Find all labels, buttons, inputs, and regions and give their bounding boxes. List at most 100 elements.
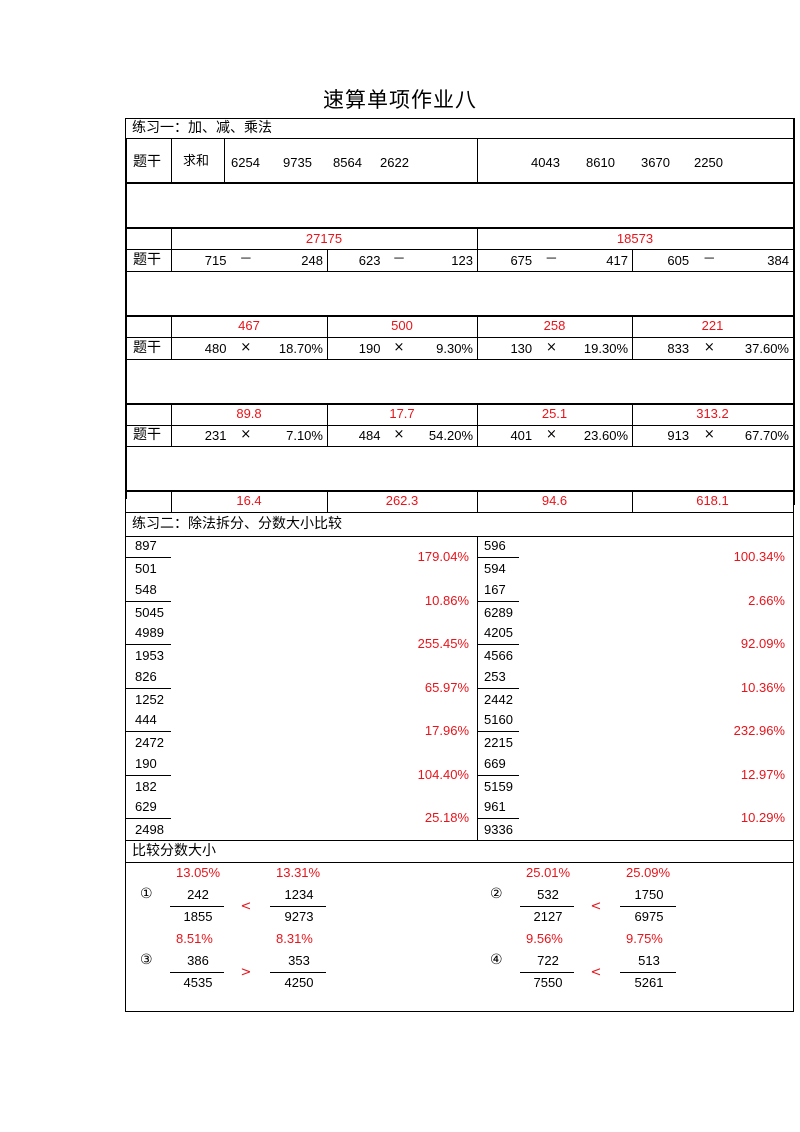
- fraction-bar: [170, 972, 224, 973]
- operand-a: 833: [667, 341, 690, 356]
- fraction-numerator: 5160: [484, 712, 513, 727]
- sum-operand: 9735: [283, 155, 312, 170]
- sum-operand: 4043: [531, 155, 560, 170]
- grid-line-vertical: [793, 505, 794, 843]
- fraction-bar: [477, 731, 519, 732]
- answer-value: 104.40%: [417, 766, 469, 782]
- operator: ×: [545, 340, 557, 355]
- table-top-border: [125, 118, 793, 119]
- section-title-3: 比较分数大小: [132, 843, 216, 859]
- fraction-denominator: 1252: [135, 691, 164, 707]
- fraction-numerator: 190: [135, 755, 157, 771]
- fraction-denominator: 2215: [484, 735, 513, 750]
- fraction-numerator: 596: [484, 538, 506, 553]
- answer-value: 100.34%: [733, 549, 785, 564]
- answer-value: 17.96%: [424, 723, 469, 738]
- grid-line-vertical: [477, 227, 478, 249]
- answer-value: 10.29%: [740, 810, 785, 825]
- operator: ×: [240, 427, 252, 442]
- fraction-bar: [477, 774, 519, 776]
- fraction-denominator: 182: [135, 778, 157, 794]
- item-marker: ④: [490, 952, 503, 968]
- percent-value: 13.31%: [276, 865, 321, 880]
- answer-value: 65.97%: [424, 679, 469, 695]
- operator: ×: [703, 340, 715, 355]
- answer-value: 27175: [305, 231, 343, 246]
- grid-line-vertical: [327, 424, 328, 446]
- section-title-2: 练习二：除法拆分、分数大小比较: [132, 516, 342, 532]
- grid-line-horizontal: [125, 359, 793, 360]
- fraction-numerator: 669: [484, 755, 506, 771]
- grid-line-horizontal: [125, 315, 793, 317]
- fraction-numerator: 826: [135, 668, 157, 684]
- fraction-bar: [125, 818, 171, 819]
- grid-line-horizontal: [125, 446, 793, 447]
- answer-value: 179.04%: [417, 549, 469, 564]
- answer-value: 467: [238, 318, 260, 333]
- percent-value: 8.31%: [276, 931, 313, 946]
- grid-line-horizontal: [125, 227, 793, 229]
- grid-line-vertical: [327, 315, 328, 337]
- fraction-denominator: 6289: [484, 604, 513, 620]
- grid-line-horizontal: [125, 337, 793, 338]
- grid-line-vertical: [477, 315, 478, 337]
- fraction-bar: [477, 557, 519, 558]
- grid-line-horizontal: [125, 840, 793, 841]
- grid-line-vertical: [125, 138, 127, 183]
- answer-value: 500: [391, 318, 413, 333]
- fraction-denominator: 9273: [284, 909, 314, 924]
- fraction-bar: [520, 972, 574, 973]
- fraction-bar: [620, 906, 676, 907]
- fraction-numerator: 513: [638, 953, 660, 968]
- fraction-bar: [270, 972, 326, 973]
- answer-value: 18573: [616, 231, 654, 246]
- fraction-denominator: 594: [484, 561, 506, 576]
- grid-line-horizontal: [125, 512, 793, 513]
- operator: ×: [393, 340, 405, 355]
- fraction-bar: [125, 557, 171, 558]
- stem-label: 题干: [133, 340, 161, 356]
- fraction-bar: [477, 687, 519, 689]
- operator: ×: [703, 427, 715, 442]
- operator: ×: [240, 340, 252, 355]
- answer-line: [270, 1011, 326, 1012]
- table-left-border: [125, 182, 127, 499]
- percent-value: 13.05%: [176, 865, 221, 880]
- page-title: 速算单项作业八: [323, 88, 477, 112]
- grid-line-vertical: [632, 403, 633, 425]
- operand-b: 9.30%: [436, 341, 473, 356]
- section-title-1: 练习一：加、减、乘法: [132, 120, 272, 136]
- fraction-denominator: 5159: [484, 778, 513, 794]
- operand-a: 623: [358, 253, 381, 268]
- sum-label: 求和: [183, 154, 210, 169]
- answer-value: 89.8: [236, 406, 262, 421]
- sum-operand: 8564: [333, 155, 362, 170]
- table-left-border: [125, 499, 126, 843]
- fraction-bar: [125, 600, 171, 602]
- grid-line-vertical: [632, 424, 633, 446]
- grid-line-vertical: [171, 227, 172, 249]
- fraction-numerator: 444: [135, 712, 157, 727]
- answer-line: [520, 1011, 574, 1012]
- fraction-denominator: 2127: [533, 909, 563, 924]
- operator: ×: [393, 427, 405, 442]
- table-bottom-border: [125, 1011, 793, 1012]
- fraction-denominator: 5045: [135, 604, 164, 620]
- operand-b: 37.60%: [744, 341, 789, 356]
- operand-b: 67.70%: [744, 428, 789, 443]
- operand-b: 7.10%: [286, 428, 323, 443]
- grid-line-vertical: [477, 424, 478, 446]
- stem-label: 题干: [133, 154, 161, 170]
- answer-value: 262.3: [385, 493, 419, 508]
- answer-value: 16.4: [236, 493, 262, 508]
- fraction-denominator: 7550: [533, 975, 563, 990]
- answer-line: [632, 1011, 688, 1012]
- fraction-bar: [125, 644, 171, 645]
- grid-line-vertical: [171, 315, 172, 337]
- grid-line-vertical: [632, 315, 633, 337]
- fraction-bar: [477, 644, 519, 645]
- fraction-denominator: 4535: [183, 975, 213, 990]
- grid-line-vertical: [125, 118, 126, 138]
- stem-label: 题干: [133, 252, 161, 268]
- fraction-denominator: 9336: [484, 822, 513, 837]
